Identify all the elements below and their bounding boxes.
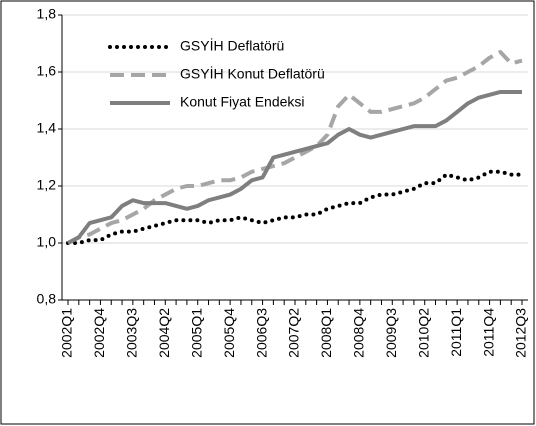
x-tick-label: 2004Q2 xyxy=(156,308,172,358)
x-tick-label: 2011Q1 xyxy=(448,308,464,357)
y-tick-label: 1,4 xyxy=(37,120,57,136)
y-tick-label: 1,8 xyxy=(37,6,57,22)
series-line xyxy=(67,50,523,245)
x-tick-label: 2003Q3 xyxy=(124,308,140,358)
y-tick-label: 0,8 xyxy=(37,291,57,307)
x-tick-label: 2012Q3 xyxy=(513,308,529,358)
x-tick-label: 2006Q3 xyxy=(253,308,269,358)
x-tick-label: 2002Q4 xyxy=(91,308,107,358)
x-tick-label: 2010Q2 xyxy=(415,308,431,358)
series-line xyxy=(67,89,522,245)
x-tick-label: 2005Q1 xyxy=(188,308,204,358)
x-tick-label: 2007Q2 xyxy=(286,308,302,358)
x-tick-label: 2005Q4 xyxy=(221,308,237,358)
legend-label: GSYİH Konut Deflatörü xyxy=(180,65,325,82)
legend-label: Konut Fiyat Endeksi xyxy=(180,94,305,110)
x-tick-label: 2008Q1 xyxy=(318,308,334,358)
series-line xyxy=(66,169,524,245)
y-tick-label: 1,2 xyxy=(37,177,57,193)
x-tick-label: 2008Q4 xyxy=(351,308,367,358)
x-tick-label: 2002Q1 xyxy=(59,308,75,358)
y-tick-label: 1,0 xyxy=(37,234,57,250)
x-tick-label: 2011Q4 xyxy=(480,308,496,357)
y-tick-label: 1,6 xyxy=(37,63,57,79)
legend-label: GSYİH Deflatörü xyxy=(180,37,284,54)
x-tick-label: 2009Q3 xyxy=(383,308,399,358)
